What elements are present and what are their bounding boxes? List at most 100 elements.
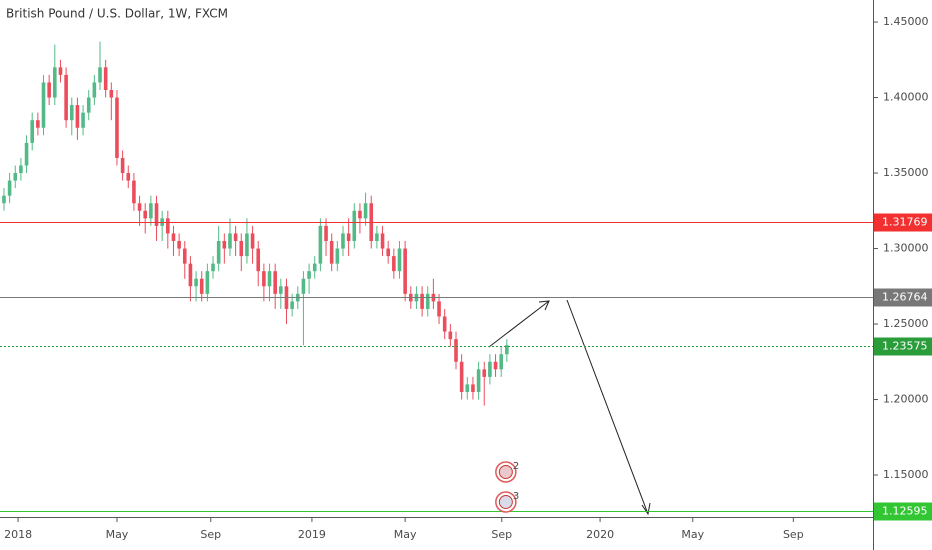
candle-body	[392, 256, 396, 272]
price-level-label: 1.31769	[882, 216, 928, 229]
candle-body	[86, 97, 91, 113]
candle-body	[476, 369, 481, 392]
candle-body	[312, 263, 317, 272]
candle-body	[459, 361, 464, 392]
x-tick-label: Sep	[200, 528, 221, 541]
candle-body	[81, 112, 85, 128]
candle-body	[177, 240, 181, 249]
chart-title: British Pound / U.S. Dollar, 1W, FXCM	[6, 7, 228, 21]
x-tick-label: May	[106, 528, 129, 541]
candle-body	[397, 248, 402, 272]
candle-body	[182, 248, 187, 264]
candle-body	[64, 74, 68, 121]
candle-body	[92, 82, 97, 98]
candle-body	[262, 271, 266, 287]
candle-body	[290, 301, 294, 309]
event-label: 2	[513, 461, 519, 472]
candle-body	[493, 361, 498, 370]
candle-body	[324, 225, 328, 241]
candle-body	[19, 165, 23, 174]
candle-body	[375, 233, 379, 241]
candle-body	[267, 271, 272, 287]
candle-body	[188, 263, 193, 287]
candle-body	[222, 240, 227, 249]
y-tick-label: 1.30000	[883, 242, 929, 255]
candle-body	[75, 105, 80, 128]
event-flag	[498, 495, 513, 509]
candle-body	[505, 345, 509, 355]
candle-body	[103, 67, 108, 90]
candle-body	[137, 203, 142, 211]
candle-body	[228, 233, 232, 249]
y-tick-label: 1.20000	[883, 393, 929, 406]
candle-body	[245, 233, 249, 257]
x-tick-label: May	[394, 528, 417, 541]
candle-body	[318, 225, 323, 264]
candle-body	[239, 240, 244, 257]
candle-body	[488, 361, 492, 377]
candle-body	[36, 120, 40, 128]
candle-body	[233, 233, 238, 241]
candle-body	[41, 82, 46, 128]
candle-body	[329, 240, 334, 264]
candle-body	[166, 218, 170, 234]
candle-body	[465, 384, 470, 392]
candle-body	[403, 248, 407, 294]
candle-body	[194, 278, 198, 287]
candle-body	[53, 67, 57, 98]
candle-body	[30, 120, 35, 143]
x-tick-label: 2020	[586, 528, 614, 541]
candle-body	[448, 331, 453, 340]
candle-body	[171, 233, 176, 241]
price-level-tag	[874, 288, 932, 307]
candle-body	[307, 271, 311, 279]
candle-body	[205, 271, 210, 294]
candle-body	[273, 271, 277, 294]
y-tick-label: 1.40000	[883, 91, 929, 104]
y-tick-label: 1.35000	[883, 166, 929, 179]
x-tick-label: 2018	[4, 528, 32, 541]
candle-body	[98, 67, 102, 83]
candle-body	[420, 293, 424, 309]
event-flag	[498, 465, 513, 479]
candle-body	[149, 203, 153, 219]
event-label: 3	[513, 491, 519, 502]
candle-body	[199, 278, 204, 294]
candle-body	[256, 248, 261, 272]
candle-body	[346, 233, 351, 241]
candle-body	[471, 384, 475, 392]
candle-body	[482, 369, 487, 377]
x-tick-label: Sep	[491, 528, 512, 541]
y-tick-label: 1.15000	[883, 468, 929, 481]
candle-body	[216, 240, 221, 264]
candle-body	[120, 157, 125, 174]
candle-body	[352, 210, 357, 241]
candle-body	[380, 233, 385, 249]
candle-body	[437, 301, 441, 317]
candle-body	[279, 286, 283, 294]
candle-body	[115, 97, 119, 158]
candle-body	[126, 173, 131, 181]
candle-body	[335, 248, 340, 264]
x-tick-label: 2019	[298, 528, 326, 541]
candle-body	[454, 339, 458, 362]
x-tick-label: May	[681, 528, 704, 541]
price-level-tag	[874, 502, 932, 521]
candle-body	[143, 210, 148, 219]
candle-body	[24, 142, 29, 166]
candle-body	[211, 263, 215, 272]
price-level-tag	[874, 337, 932, 356]
candle-body	[341, 233, 345, 249]
candle-body	[363, 203, 368, 219]
candle-body	[499, 354, 503, 370]
x-tick-label: Sep	[783, 528, 804, 541]
candle-body	[442, 316, 447, 332]
price-level-label: 1.12595	[882, 505, 928, 518]
price-level-label: 1.26764	[882, 291, 928, 304]
candle-body	[301, 278, 306, 294]
candle-body	[7, 180, 12, 196]
candle-body	[358, 210, 362, 219]
candle-body	[250, 233, 255, 249]
